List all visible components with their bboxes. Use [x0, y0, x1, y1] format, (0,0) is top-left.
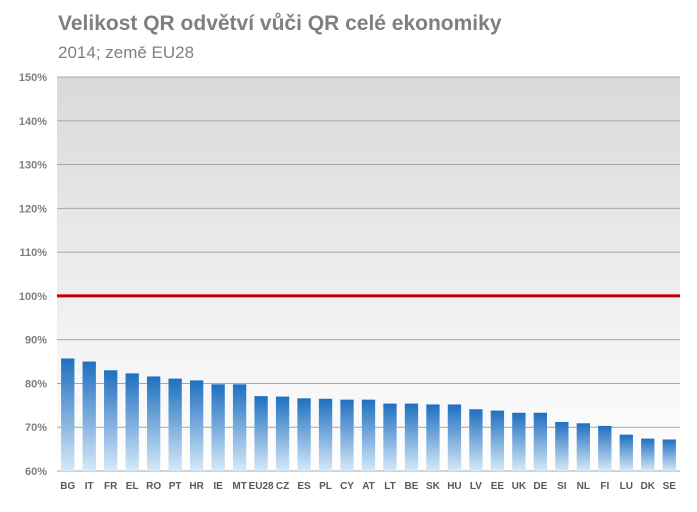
y-tick-label: 150%	[19, 72, 47, 84]
x-tick-label: IT	[85, 481, 94, 492]
bar-bg	[61, 358, 75, 471]
bar-lv	[469, 409, 483, 471]
chart-title: Velikost QR odvětví vůči QR celé ekonomi…	[58, 12, 502, 35]
bar-hr	[189, 380, 204, 471]
y-tick-label: 110%	[19, 247, 47, 259]
y-tick-label: 90%	[25, 335, 47, 347]
bar-es	[297, 398, 311, 471]
bar-si	[555, 421, 569, 471]
bar-nl	[576, 423, 590, 471]
bar-ro	[147, 376, 161, 471]
x-tick-label: DE	[533, 481, 547, 492]
x-tick-label: NL	[577, 481, 590, 492]
bar-de	[533, 412, 548, 471]
x-tick-label: PT	[169, 481, 182, 492]
x-tick-label: FI	[600, 481, 609, 492]
chart-subtitle: 2014; země EU28	[58, 43, 195, 62]
bar-it	[82, 361, 96, 471]
x-tick-label: PL	[319, 481, 332, 492]
x-tick-label: EE	[491, 481, 505, 492]
bar-ee	[490, 410, 505, 471]
bar-hu	[447, 404, 462, 471]
x-tick-label: LT	[384, 481, 395, 492]
x-tick-label: EL	[126, 481, 139, 492]
y-tick-label: 120%	[19, 203, 47, 215]
y-tick-label: 70%	[25, 422, 47, 434]
bar-pt	[168, 378, 182, 471]
x-tick-label: DK	[641, 481, 656, 492]
bar-mt	[232, 384, 247, 471]
bar-cz	[275, 396, 290, 471]
x-tick-label: EU28	[249, 481, 274, 492]
x-tick-label: HR	[189, 481, 204, 492]
bar-lu	[619, 434, 633, 471]
bar-se	[662, 439, 676, 471]
bar-eu28	[254, 396, 268, 471]
x-tick-label: IE	[213, 481, 223, 492]
bar-cy	[340, 399, 354, 471]
y-tick-label: 130%	[19, 160, 47, 172]
bar-lt	[383, 403, 397, 471]
y-tick-label: 80%	[25, 378, 47, 390]
y-tick-label: 140%	[19, 116, 47, 128]
x-tick-label: MT	[232, 481, 246, 492]
x-tick-label: BE	[405, 481, 419, 492]
x-tick-label: BG	[60, 481, 75, 492]
x-tick-label: RO	[146, 481, 161, 492]
bar-ie	[211, 384, 225, 471]
x-tick-label: FR	[104, 481, 118, 492]
x-tick-label: HU	[447, 481, 461, 492]
y-tick-label: 60%	[25, 466, 47, 478]
bar-fr	[104, 370, 118, 471]
x-tick-label: CZ	[276, 481, 289, 492]
x-tick-label: SI	[557, 481, 567, 492]
bar-el	[125, 373, 139, 471]
x-tick-label: LU	[620, 481, 633, 492]
bar-fi	[598, 425, 612, 471]
x-tick-label: LV	[470, 481, 482, 492]
bar-at	[361, 399, 376, 471]
x-tick-label: ES	[297, 481, 311, 492]
y-tick-label: 100%	[19, 291, 47, 303]
bar-uk	[512, 412, 526, 471]
x-tick-label: UK	[512, 481, 527, 492]
bar-be	[404, 403, 419, 471]
bar-pl	[318, 398, 333, 471]
bar-dk	[641, 438, 655, 471]
bar-sk	[426, 404, 440, 471]
x-tick-label: AT	[362, 481, 375, 492]
x-tick-label: SE	[663, 481, 677, 492]
x-tick-label: CY	[340, 481, 354, 492]
x-tick-label: SK	[426, 481, 441, 492]
